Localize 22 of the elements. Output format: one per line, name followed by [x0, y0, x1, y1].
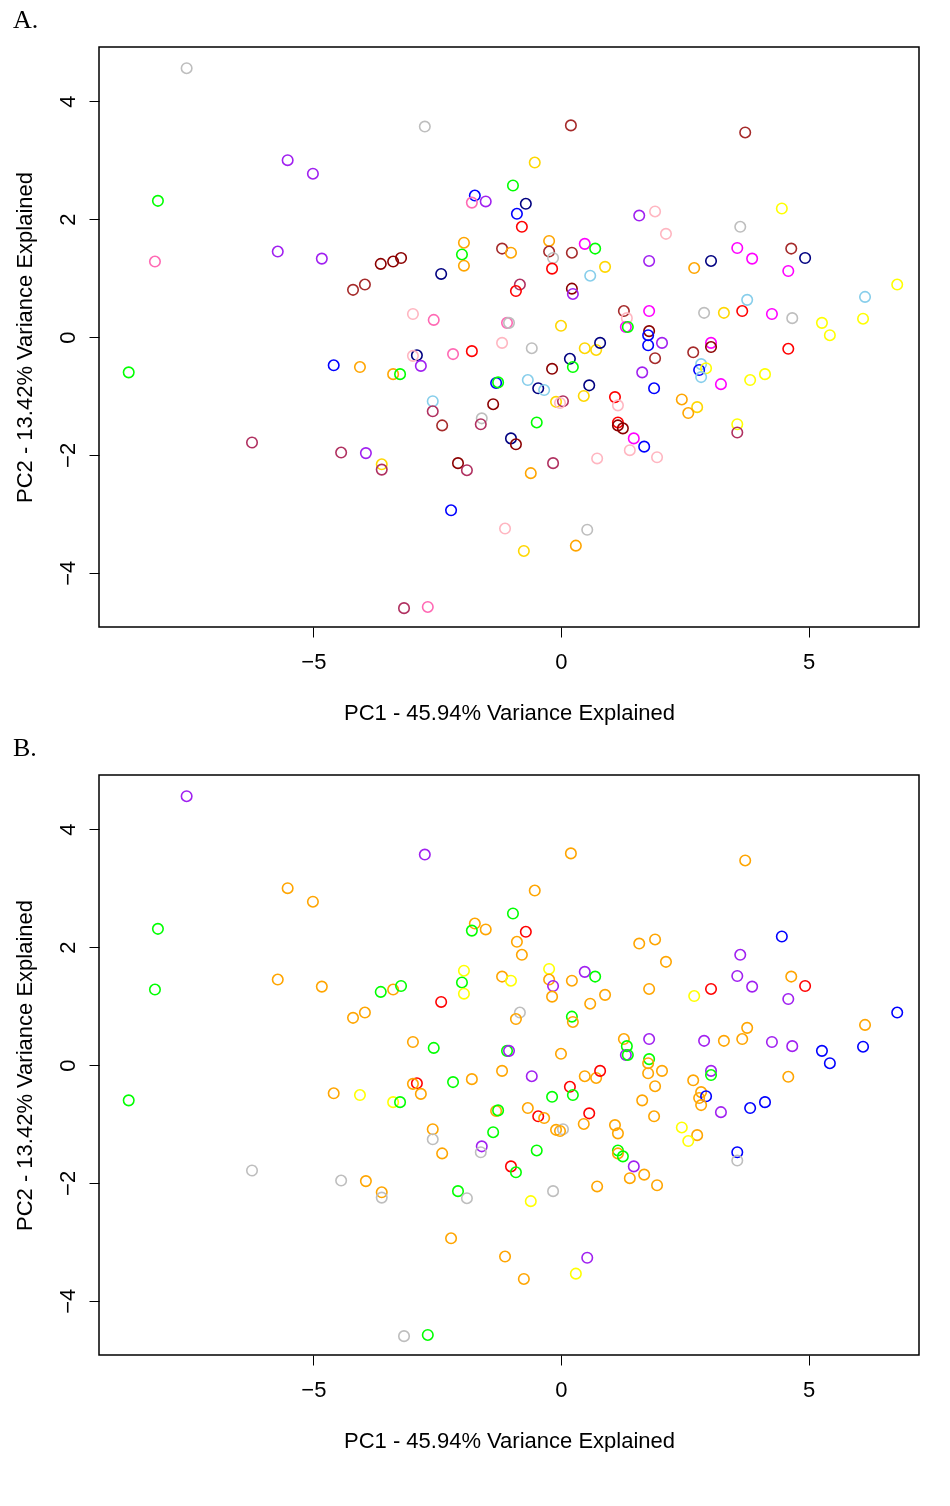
- y-tick-label: 2: [54, 213, 80, 226]
- x-tick-label: 0: [555, 648, 568, 674]
- y-tick-label: −4: [54, 1288, 80, 1314]
- x-tick-label: 5: [802, 648, 816, 674]
- y-tick-label: 0: [54, 1059, 80, 1072]
- y-tick-label: 0: [54, 331, 80, 344]
- chart-title: A.: [13, 5, 39, 34]
- x-tick-label: −5: [301, 648, 327, 674]
- y-tick-label: −2: [54, 1170, 80, 1196]
- y-tick-label: 4: [54, 95, 80, 108]
- x-axis-title: PC1 - 45.94% Variance Explained: [343, 699, 676, 725]
- x-tick-label: 5: [802, 1376, 816, 1402]
- chart-title: B.: [13, 733, 37, 762]
- x-tick-label: 0: [555, 1376, 568, 1402]
- y-tick-label: −4: [54, 560, 80, 586]
- y-tick-label: −2: [54, 442, 80, 468]
- y-tick-label: 2: [54, 941, 80, 954]
- x-axis-title: PC1 - 45.94% Variance Explained: [343, 1427, 676, 1453]
- y-tick-label: 4: [54, 823, 80, 836]
- x-tick-label: −5: [301, 1376, 327, 1402]
- y-axis-title: PC2 - 13.42% Variance Explained: [11, 171, 37, 504]
- y-axis-title: PC2 - 13.42% Variance Explained: [11, 899, 37, 1232]
